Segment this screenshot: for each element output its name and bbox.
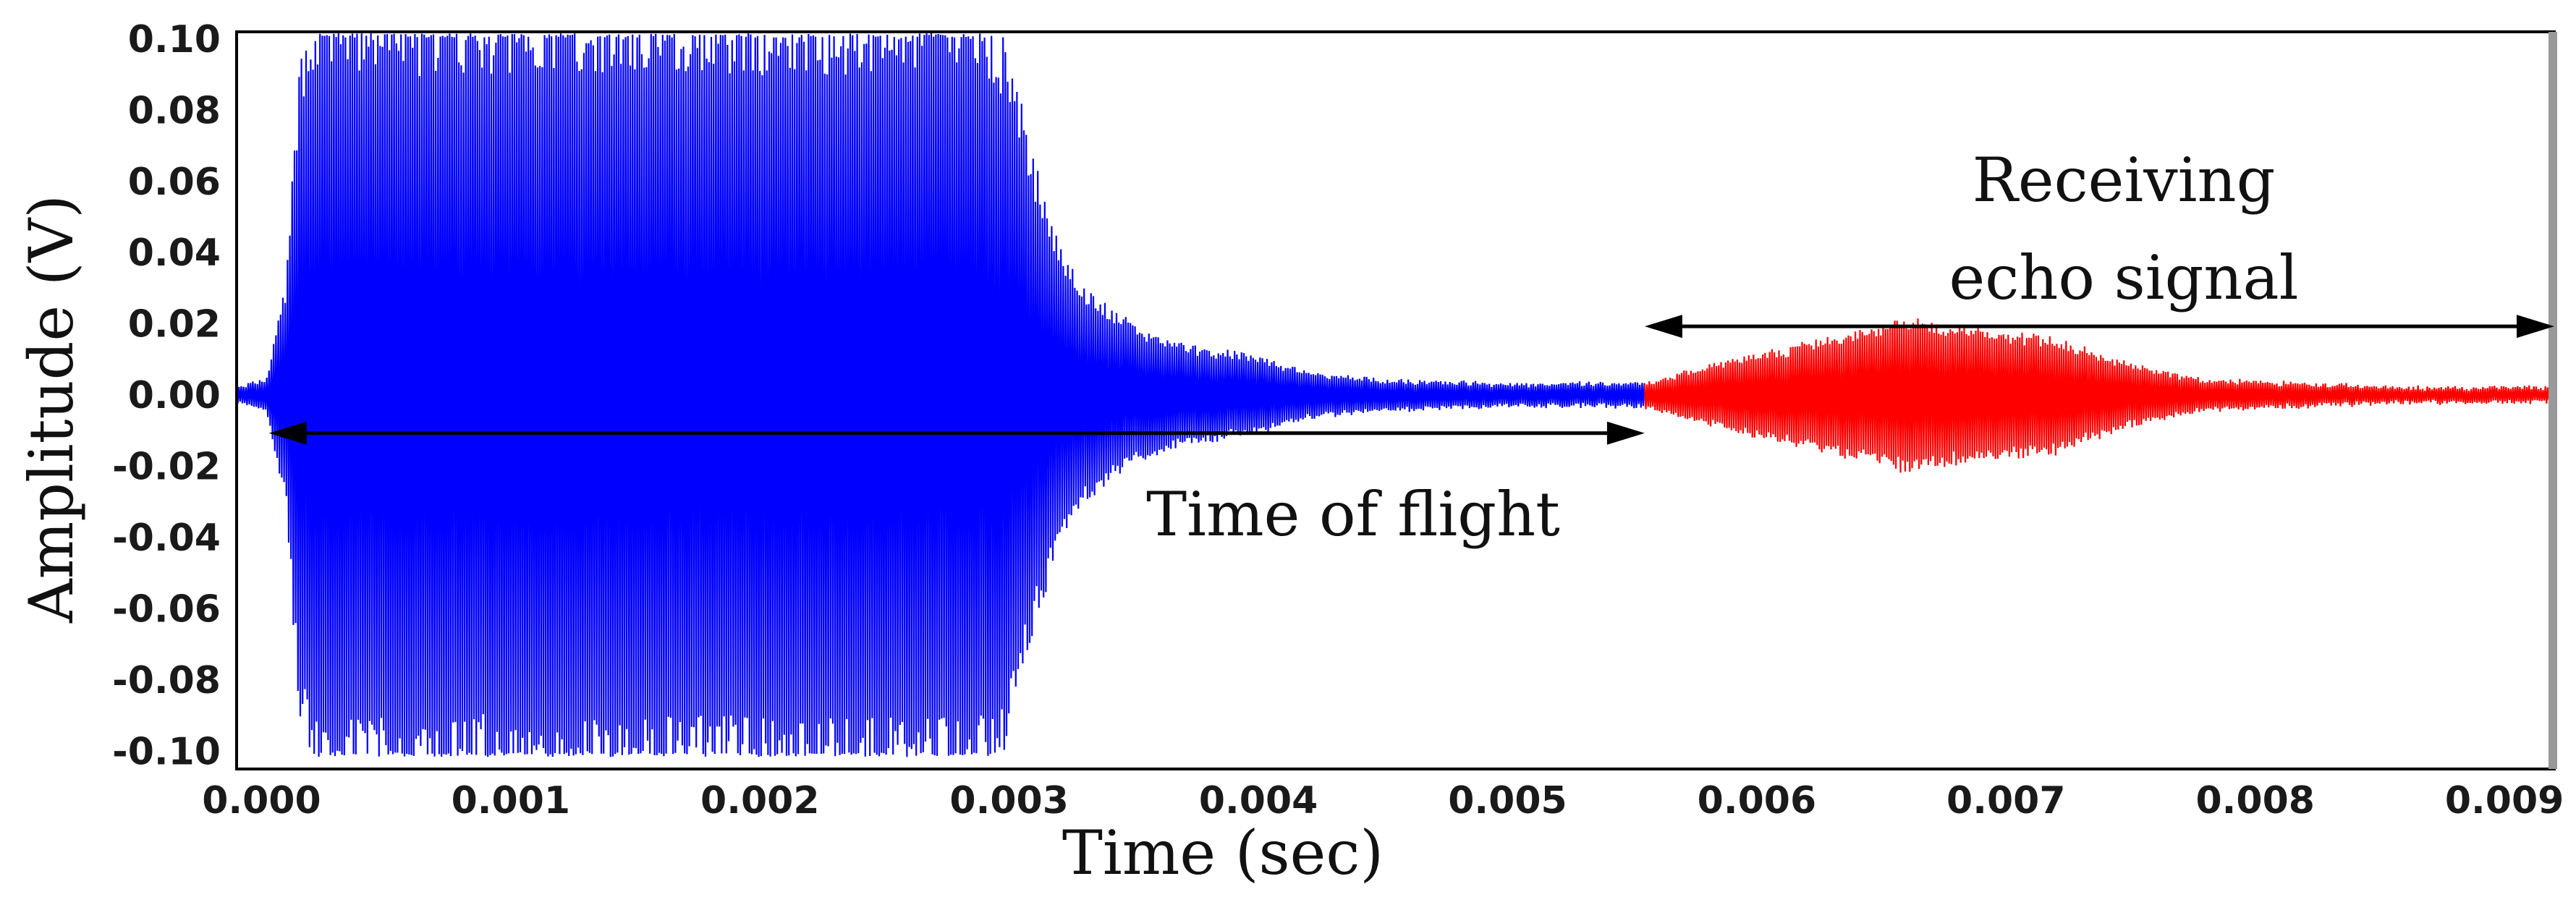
time-of-flight-arrow	[268, 421, 1645, 445]
annotation-arrows	[268, 315, 2554, 445]
y-tick-label: 0.10	[128, 18, 221, 61]
x-tick-label: 0.006	[1698, 779, 1816, 823]
y-tick-label: 0.00	[128, 374, 221, 417]
y-tick-label: 0.08	[128, 89, 221, 132]
series-echo-signal	[1643, 318, 2554, 473]
y-tick-label: -0.06	[112, 587, 221, 631]
x-tick-label: 0.008	[2195, 779, 2314, 823]
x-tick-label: 0.004	[1199, 779, 1318, 823]
x-tick-label: 0.007	[1946, 779, 2065, 823]
x-tick-label: 0.002	[700, 779, 819, 823]
plot-right-edge	[2549, 32, 2557, 769]
series-line	[1643, 318, 2554, 473]
x-axis-title: Time (sec)	[1062, 817, 1384, 888]
x-tick-label: 0.003	[949, 779, 1068, 823]
y-tick-label: 0.02	[128, 303, 221, 347]
x-tick-label: 0.001	[452, 779, 570, 823]
x-tick-labels: 0.000 0.001 0.002 0.003 0.004 0.005 0.006 0.007…	[202, 779, 2564, 823]
series-transmitted-pulse	[235, 33, 1645, 757]
y-tick-label: -0.10	[112, 730, 221, 773]
y-axis-title: Amplitude (V)	[16, 195, 87, 624]
receiving-label: Receiving	[1973, 145, 2276, 216]
series-line	[235, 33, 1645, 757]
y-tick-labels: 0.10 0.08 0.06 0.04 0.02 0.00 -0.02 -0.04 -0.06 -…	[112, 18, 221, 774]
y-tick-label: -0.08	[112, 659, 221, 702]
x-tick-label: 0.005	[1448, 779, 1567, 823]
y-tick-label: -0.02	[112, 446, 221, 489]
x-tick-label: 0.000	[202, 779, 321, 823]
y-tick-label: 0.06	[128, 161, 221, 204]
echo-window-arrow	[1644, 315, 2554, 339]
time-of-flight-label: Time of flight	[1146, 479, 1560, 550]
y-tick-label: 0.04	[128, 231, 221, 275]
x-tick-label: 0.009	[2445, 779, 2564, 823]
echo-signal-label: echo signal	[1949, 242, 2299, 313]
y-tick-label: -0.04	[112, 517, 221, 560]
series-layer	[235, 33, 2554, 757]
